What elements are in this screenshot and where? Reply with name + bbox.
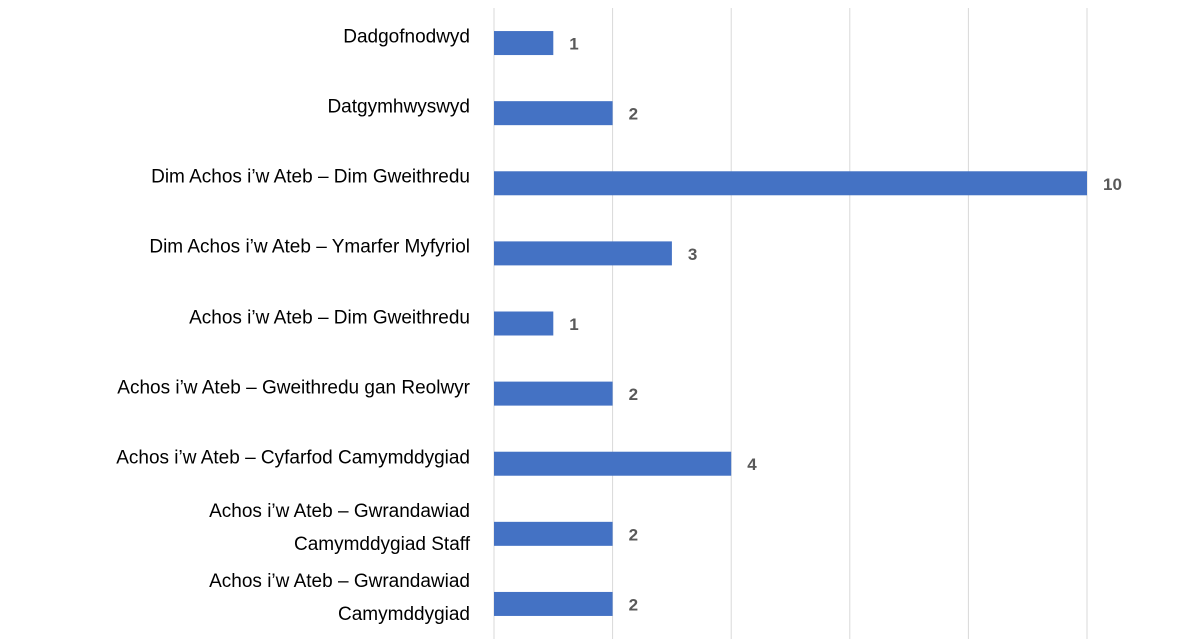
value-label: 1 — [569, 315, 578, 334]
category-label: Achos i’w Ateb – Dim Gweithredu — [189, 307, 470, 328]
value-label: 1 — [569, 35, 578, 54]
bar — [494, 241, 672, 266]
value-label: 2 — [629, 385, 638, 404]
category-label: Dadgofnodwyd — [343, 26, 470, 48]
value-label: 2 — [629, 105, 638, 124]
bar — [494, 101, 613, 126]
category-label: Achos i’w Ateb – Gweithredu gan Reolwyr — [117, 377, 470, 399]
bar — [494, 451, 732, 476]
category-label: Dim Achos i’w Ateb – Ymarfer Myfyriol — [149, 236, 470, 258]
bar — [494, 381, 613, 406]
bar — [494, 31, 554, 56]
category-label: Achos i’w Ateb – Cyfarfod Camymddygiad — [116, 447, 470, 469]
value-label: 3 — [688, 245, 697, 264]
bar — [494, 591, 613, 616]
value-label: 2 — [629, 525, 638, 544]
category-label: Achos i’w Ateb – Gwrandawiad Camymddygia… — [209, 500, 470, 555]
value-label: 4 — [747, 455, 757, 474]
bar — [494, 171, 1087, 196]
value-label: 2 — [629, 595, 638, 614]
category-label: Dim Achos i’w Ateb – Dim Gweithredu — [151, 166, 470, 188]
category-label: Achos i’w Ateb – Gwrandawiad Camymddygia… — [209, 570, 470, 625]
bar — [494, 521, 613, 546]
bar — [494, 311, 554, 336]
value-label: 10 — [1103, 175, 1122, 194]
category-label: Datgymhwyswyd — [327, 96, 470, 118]
